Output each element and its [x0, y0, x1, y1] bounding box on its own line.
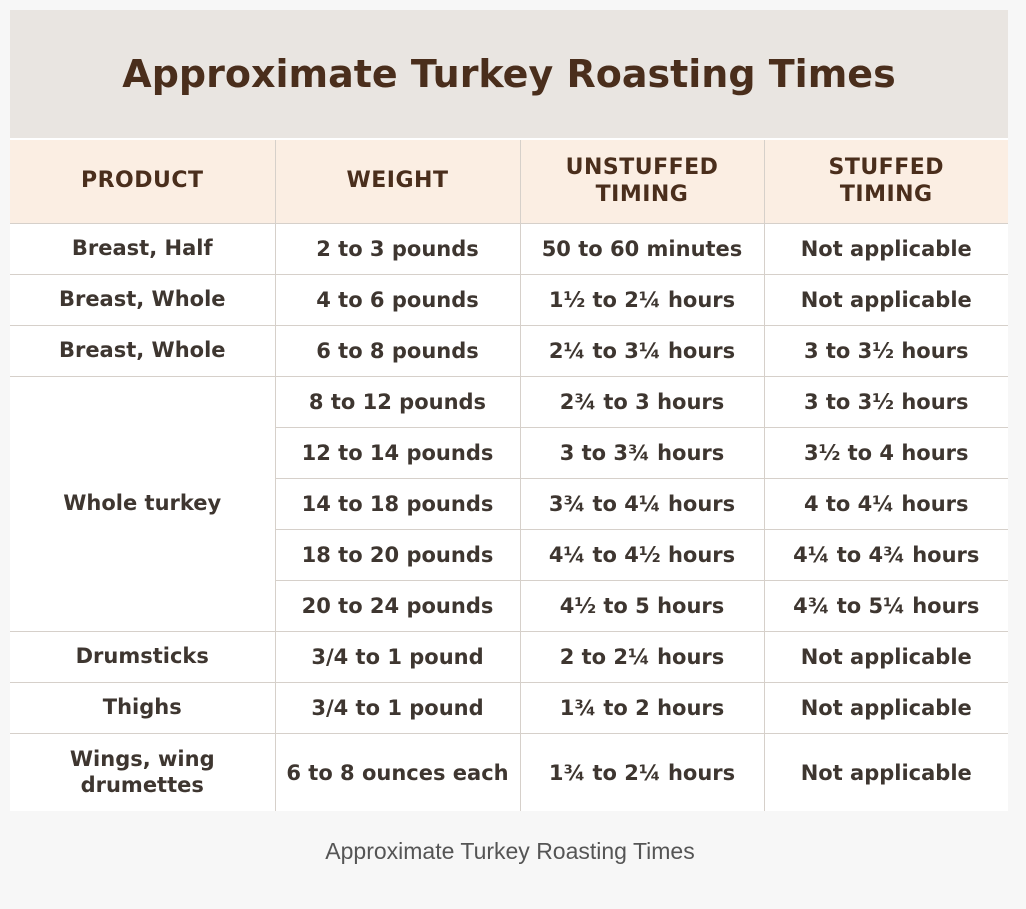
product-cell: Breast, Half — [10, 223, 276, 275]
table-cell: 2¼ to 3¼ hours — [519, 325, 765, 377]
table-row: Drumsticks 3/4 to 1 pound 2 to 2¼ hours Not… — [10, 631, 1008, 683]
table-cell: 3/4 to 1 pound — [274, 631, 521, 683]
table-row: Whole turkey 8 to 12 pounds 2¾ to 3 hours 3… — [10, 376, 1008, 632]
table-cell: 3¾ to 4¼ hours — [519, 478, 765, 530]
table-row: 18 to 20 pounds 4¼ to 4½ hours 4¼ to 4¾ ho… — [10, 529, 1008, 581]
table-cell: Not applicable — [763, 274, 1008, 326]
table-cell: Not applicable — [763, 631, 1008, 683]
table-row: Breast, Whole 4 to 6 pounds 1½ to 2¼ hours… — [10, 274, 1008, 326]
table-cell: 1¾ to 2¼ hours — [519, 733, 765, 811]
column-header-text: PRODUCT — [80, 168, 204, 194]
column-header: UNSTUFFED TIMING — [519, 140, 765, 224]
table-cell: 8 to 12 pounds — [274, 376, 521, 428]
product-cell: Thighs — [10, 682, 276, 734]
table-cell: 50 to 60 minutes — [519, 223, 765, 275]
table-row: 12 to 14 pounds 3 to 3¾ hours 3½ to 4 hour… — [10, 427, 1008, 479]
product-text: Drumsticks — [75, 644, 209, 669]
table-row: Wings, wing drumettes 6 to 8 ounces each 1… — [10, 733, 1008, 811]
table-cell: 3 to 3¾ hours — [519, 427, 765, 479]
table-cell: 14 to 18 pounds — [274, 478, 521, 530]
table-row: Breast, Whole 6 to 8 pounds 2¼ to 3¼ hours… — [10, 325, 1008, 377]
table-cell: Not applicable — [763, 223, 1008, 275]
table-cell: 3/4 to 1 pound — [274, 682, 521, 734]
table-cell: 1½ to 2¼ hours — [519, 274, 765, 326]
header-row: PRODUCT WEIGHT UNSTUFFED TIMING STUFFED TIM… — [10, 140, 1008, 224]
product-text: Breast, Whole — [58, 338, 226, 363]
product-cell: Breast, Whole — [10, 274, 276, 326]
table-cell: 4½ to 5 hours — [519, 580, 765, 632]
table-cell: 2¾ to 3 hours — [519, 376, 765, 428]
table-card: Approximate Turkey Roasting Times PRODUC… — [10, 10, 1008, 811]
caption: Approximate Turkey Roasting Times — [325, 838, 695, 864]
table-row: 14 to 18 pounds 3¾ to 4¼ hours 4 to 4¼ hou… — [10, 478, 1008, 530]
table-cell: Not applicable — [763, 733, 1008, 811]
table-cell: 4 to 6 pounds — [274, 274, 521, 326]
table-cell: 3½ to 4 hours — [763, 427, 1008, 479]
product-text: Wings, wing drumettes — [69, 747, 215, 797]
table-cell: 3 to 3½ hours — [763, 325, 1008, 377]
table-title: Approximate Turkey Roasting Times — [10, 10, 1008, 140]
column-header-text: WEIGHT — [346, 168, 449, 194]
table-cell: 4¾ to 5¼ hours — [763, 580, 1008, 632]
table-row: Breast, Half 2 to 3 pounds 50 to 60 minute… — [10, 223, 1008, 275]
column-header-text: UNSTUFFED TIMING — [565, 155, 719, 207]
roasting-table: PRODUCT WEIGHT UNSTUFFED TIMING STUFFED TIM… — [10, 140, 1008, 811]
table-cell: 6 to 8 ounces each — [274, 733, 521, 811]
product-text: Breast, Half — [71, 236, 213, 261]
table-cell: 18 to 20 pounds — [274, 529, 521, 581]
table-cell: Not applicable — [763, 682, 1008, 734]
column-header-text: STUFFED TIMING — [828, 155, 945, 207]
table-cell: 12 to 14 pounds — [274, 427, 521, 479]
table-row: 20 to 24 pounds 4½ to 5 hours 4¾ to 5¼ hou… — [10, 580, 1008, 632]
product-cell: Drumsticks — [10, 631, 276, 683]
column-header: STUFFED TIMING — [763, 140, 1008, 224]
table-cell: 4¼ to 4½ hours — [519, 529, 765, 581]
product-cell: Whole turkey — [10, 376, 276, 632]
table-cell: 4 to 4¼ hours — [763, 478, 1008, 530]
table-cell: 2 to 3 pounds — [274, 223, 521, 275]
product-text: Thighs — [102, 695, 182, 720]
column-header: PRODUCT — [10, 140, 276, 224]
table-row: Thighs 3/4 to 1 pound 1¾ to 2 hours Not app… — [10, 682, 1008, 734]
table-cell: 3 to 3½ hours — [763, 376, 1008, 428]
product-cell: Wings, wing drumettes — [10, 733, 276, 811]
product-text: Whole turkey — [63, 491, 222, 516]
column-header: WEIGHT — [274, 140, 521, 224]
table-cell: 1¾ to 2 hours — [519, 682, 765, 734]
table-body: Breast, Half 2 to 3 pounds 50 to 60 minute… — [10, 223, 1008, 811]
product-cell: Breast, Whole — [10, 325, 276, 377]
table-cell: 2 to 2¼ hours — [519, 631, 765, 683]
table-cell: 4¼ to 4¾ hours — [763, 529, 1008, 581]
table-cell: 20 to 24 pounds — [274, 580, 521, 632]
table-cell: 6 to 8 pounds — [274, 325, 521, 377]
product-text: Breast, Whole — [58, 287, 226, 312]
